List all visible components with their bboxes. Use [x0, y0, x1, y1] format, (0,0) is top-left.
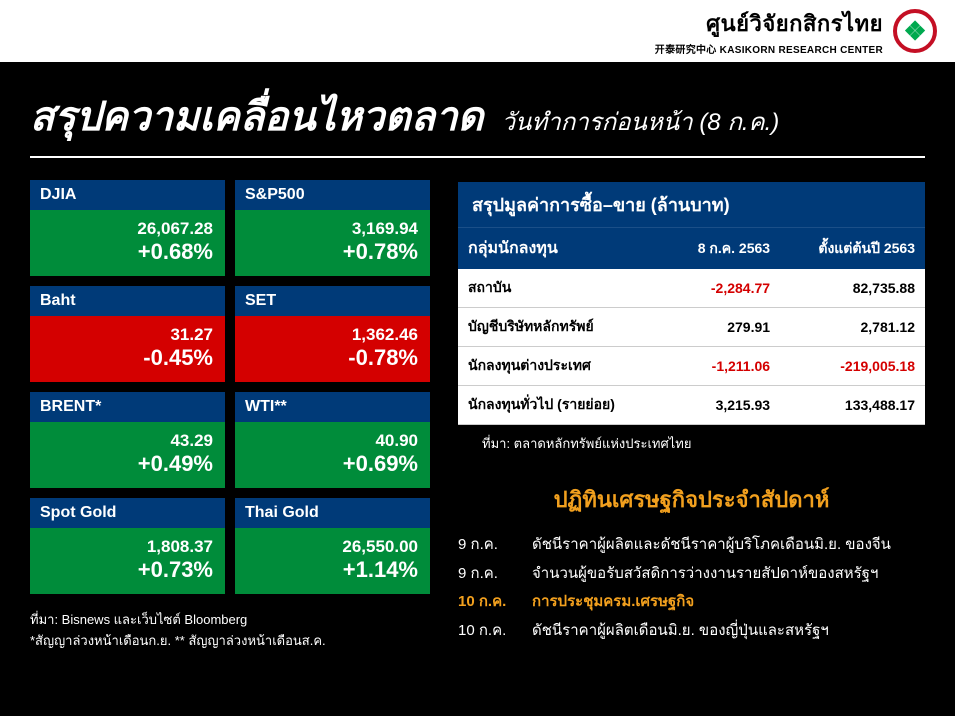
- market-tile: BRENT*43.29+0.49%: [30, 392, 225, 488]
- tile-change: +1.14%: [343, 557, 418, 583]
- table-row: นักลงทุนต่างประเทศ-1,211.06-219,005.18: [458, 347, 925, 386]
- trade-col-day: 8 ก.ค. 2563: [665, 228, 780, 270]
- row-day-value: 279.91: [665, 308, 780, 347]
- table-row: สถาบัน-2,284.7782,735.88: [458, 269, 925, 308]
- market-tile: S&P5003,169.94+0.78%: [235, 180, 430, 276]
- trade-table-title: สรุปมูลค่าการซื้อ–ขาย (ล้านบาท): [458, 182, 925, 227]
- tile-body: 43.29+0.49%: [30, 422, 225, 488]
- tile-source-notes: ที่มา: Bisnews และเว็บไซต์ Bloomberg *สั…: [30, 606, 430, 652]
- market-tile: Spot Gold1,808.37+0.73%: [30, 498, 225, 594]
- calendar-title: ปฏิทินเศรษฐกิจประจำสัปดาห์: [458, 482, 925, 517]
- tile-body: 26,550.00+1.14%: [235, 528, 430, 594]
- kasikorn-logo-icon: ❖: [893, 9, 937, 53]
- tile-change: -0.78%: [348, 345, 418, 371]
- market-tile: SET1,362.46-0.78%: [235, 286, 430, 382]
- calendar-list: 9 ก.ค. ดัชนีราคาผู้ผลิตและดัชนีราคาผู้บริ…: [458, 531, 925, 645]
- page-title: สรุปความเคลื่อนไหวตลาด: [30, 84, 484, 148]
- row-label: บัญชีบริษัทหลักทรัพย์: [458, 308, 665, 347]
- page-subtitle: วันทำการก่อนหน้า (8 ก.ค.): [502, 102, 780, 141]
- header-bar: ศูนย์วิจัยกสิกรไทย 开泰研究中心 KASIKORN RESEA…: [0, 0, 955, 62]
- trade-table-source: ที่มา: ตลาดหลักทรัพย์แห่งประเทศไทย: [458, 425, 925, 454]
- tile-label: Baht: [30, 286, 225, 316]
- calendar-item: 10 ก.ค. การประชุมครม.เศรษฐกิจ: [458, 588, 925, 617]
- tile-value: 40.90: [375, 431, 418, 451]
- row-day-value: -2,284.77: [665, 269, 780, 308]
- tile-body: 1,362.46-0.78%: [235, 316, 430, 382]
- row-label: สถาบัน: [458, 269, 665, 308]
- row-label: นักลงทุนต่างประเทศ: [458, 347, 665, 386]
- row-ytd-value: -219,005.18: [780, 347, 925, 386]
- tile-source-line1: ที่มา: Bisnews และเว็บไซต์ Bloomberg: [30, 610, 430, 631]
- tile-body: 31.27-0.45%: [30, 316, 225, 382]
- tile-label: SET: [235, 286, 430, 316]
- tile-grid: DJIA26,067.28+0.68%S&P5003,169.94+0.78%B…: [30, 180, 430, 594]
- calendar-item: 9 ก.ค. ดัชนีราคาผู้ผลิตและดัชนีราคาผู้บริ…: [458, 531, 925, 560]
- calendar-text: การประชุมครม.เศรษฐกิจ: [532, 588, 925, 617]
- tile-value: 26,067.28: [137, 219, 213, 239]
- tile-body: 3,169.94+0.78%: [235, 210, 430, 276]
- tile-change: -0.45%: [143, 345, 213, 371]
- calendar-date: 9 ก.ค.: [458, 560, 514, 589]
- tile-change: +0.68%: [138, 239, 213, 265]
- calendar-item: 10 ก.ค. ดัชนีราคาผู้ผลิตเดือนมิ.ย. ของญี่…: [458, 617, 925, 646]
- tile-label: Thai Gold: [235, 498, 430, 528]
- brand-text: ศูนย์วิจัยกสิกรไทย 开泰研究中心 KASIKORN RESEA…: [655, 6, 883, 56]
- calendar-date: 9 ก.ค.: [458, 531, 514, 560]
- title-divider: [30, 156, 925, 158]
- tile-value: 43.29: [170, 431, 213, 451]
- content-row: DJIA26,067.28+0.68%S&P5003,169.94+0.78%B…: [0, 180, 955, 672]
- tile-label: DJIA: [30, 180, 225, 210]
- row-ytd-value: 2,781.12: [780, 308, 925, 347]
- tile-label: S&P500: [235, 180, 430, 210]
- calendar-text: ดัชนีราคาผู้ผลิตเดือนมิ.ย. ของญี่ปุ่นและ…: [532, 617, 925, 646]
- brand-name-sub: 开泰研究中心 KASIKORN RESEARCH CENTER: [655, 41, 883, 56]
- right-column: สรุปมูลค่าการซื้อ–ขาย (ล้านบาท) กลุ่มนัก…: [458, 180, 925, 652]
- market-tile: Thai Gold26,550.00+1.14%: [235, 498, 430, 594]
- tile-change: +0.73%: [138, 557, 213, 583]
- trade-table: กลุ่มนักลงทุน 8 ก.ค. 2563 ตั้งแต่ต้นปี 2…: [458, 227, 925, 425]
- row-ytd-value: 82,735.88: [780, 269, 925, 308]
- calendar-date: 10 ก.ค.: [458, 588, 514, 617]
- market-tile: Baht31.27-0.45%: [30, 286, 225, 382]
- tile-label: Spot Gold: [30, 498, 225, 528]
- tile-value: 1,808.37: [147, 537, 213, 557]
- tile-body: 1,808.37+0.73%: [30, 528, 225, 594]
- table-row: นักลงทุนทั่วไป (รายย่อย)3,215.93133,488.…: [458, 386, 925, 425]
- row-ytd-value: 133,488.17: [780, 386, 925, 425]
- tile-source-line2: *สัญญาล่วงหน้าเดือนก.ย. ** สัญญาล่วงหน้า…: [30, 631, 430, 652]
- tile-change: +0.69%: [343, 451, 418, 477]
- trade-table-container: สรุปมูลค่าการซื้อ–ขาย (ล้านบาท) กลุ่มนัก…: [458, 182, 925, 425]
- tile-value: 26,550.00: [342, 537, 418, 557]
- row-day-value: -1,211.06: [665, 347, 780, 386]
- tile-body: 40.90+0.69%: [235, 422, 430, 488]
- tile-value: 1,362.46: [352, 325, 418, 345]
- calendar-text: จำนวนผู้ขอรับสวัสดิการว่างงานรายสัปดาห์ข…: [532, 560, 925, 589]
- calendar-date: 10 ก.ค.: [458, 617, 514, 646]
- row-label: นักลงทุนทั่วไป (รายย่อย): [458, 386, 665, 425]
- row-day-value: 3,215.93: [665, 386, 780, 425]
- trade-col-group: กลุ่มนักลงทุน: [458, 228, 665, 270]
- tile-value: 3,169.94: [352, 219, 418, 239]
- tile-value: 31.27: [170, 325, 213, 345]
- calendar-text: ดัชนีราคาผู้ผลิตและดัชนีราคาผู้บริโภคเดื…: [532, 531, 925, 560]
- tile-body: 26,067.28+0.68%: [30, 210, 225, 276]
- trade-col-ytd: ตั้งแต่ต้นปี 2563: [780, 228, 925, 270]
- market-tile: DJIA26,067.28+0.68%: [30, 180, 225, 276]
- title-row: สรุปความเคลื่อนไหวตลาด วันทำการก่อนหน้า …: [0, 62, 955, 156]
- calendar-item: 9 ก.ค. จำนวนผู้ขอรับสวัสดิการว่างงานรายสั…: [458, 560, 925, 589]
- brand-name-th: ศูนย์วิจัยกสิกรไทย: [655, 6, 883, 41]
- tile-change: +0.78%: [343, 239, 418, 265]
- tile-label: WTI**: [235, 392, 430, 422]
- tile-label: BRENT*: [30, 392, 225, 422]
- table-row: บัญชีบริษัทหลักทรัพย์279.912,781.12: [458, 308, 925, 347]
- market-tile: WTI**40.90+0.69%: [235, 392, 430, 488]
- tile-change: +0.49%: [138, 451, 213, 477]
- market-tiles-column: DJIA26,067.28+0.68%S&P5003,169.94+0.78%B…: [30, 180, 430, 652]
